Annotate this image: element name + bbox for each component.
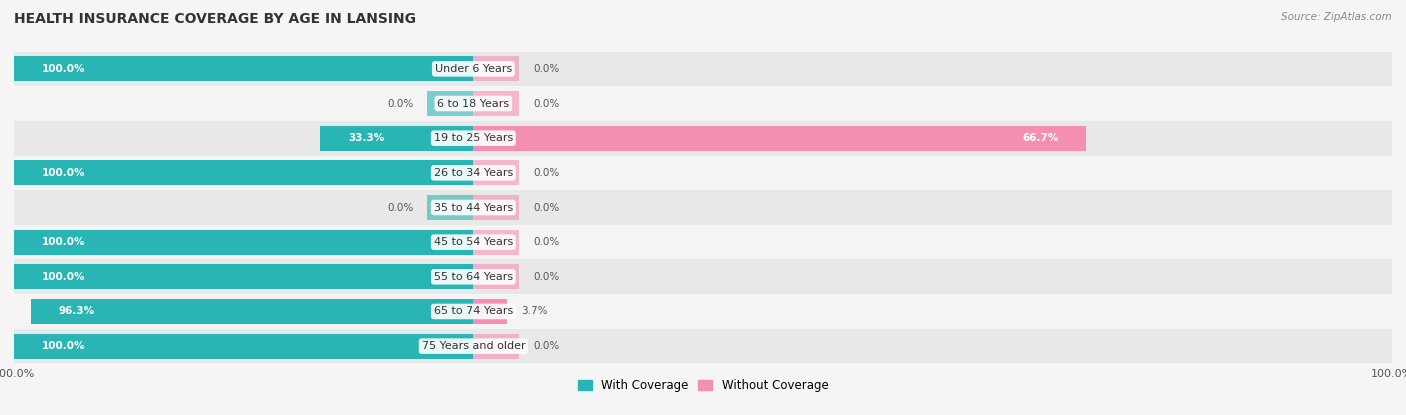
Text: 100.0%: 100.0% (42, 64, 86, 74)
Text: 3.7%: 3.7% (522, 307, 547, 317)
Bar (14, 329, 1392, 364)
Text: 0.0%: 0.0% (533, 168, 560, 178)
Text: 100.0%: 100.0% (42, 168, 86, 178)
Bar (14, 264, 474, 289)
Text: 65 to 74 Years: 65 to 74 Years (433, 307, 513, 317)
Bar (474, 299, 508, 324)
Bar (474, 91, 519, 116)
Text: 6 to 18 Years: 6 to 18 Years (437, 98, 509, 108)
Text: 100.0%: 100.0% (42, 272, 86, 282)
Bar (14, 294, 1392, 329)
Text: 0.0%: 0.0% (533, 341, 560, 351)
Text: 0.0%: 0.0% (388, 98, 413, 108)
Text: 19 to 25 Years: 19 to 25 Years (433, 133, 513, 143)
Bar (474, 229, 519, 255)
Bar (14, 51, 1392, 86)
Bar (427, 195, 474, 220)
Text: Under 6 Years: Under 6 Years (434, 64, 512, 74)
Text: 35 to 44 Years: 35 to 44 Years (433, 203, 513, 212)
Bar (14, 156, 1392, 190)
Text: 33.3%: 33.3% (347, 133, 384, 143)
Text: HEALTH INSURANCE COVERAGE BY AGE IN LANSING: HEALTH INSURANCE COVERAGE BY AGE IN LANS… (14, 12, 416, 27)
Bar (14, 56, 474, 81)
Text: 0.0%: 0.0% (533, 203, 560, 212)
Bar (14, 259, 1392, 294)
Bar (474, 126, 1085, 151)
Text: 0.0%: 0.0% (533, 237, 560, 247)
Text: 0.0%: 0.0% (533, 98, 560, 108)
Text: 0.0%: 0.0% (533, 64, 560, 74)
Text: 96.3%: 96.3% (59, 307, 94, 317)
Text: 0.0%: 0.0% (388, 203, 413, 212)
Text: Source: ZipAtlas.com: Source: ZipAtlas.com (1281, 12, 1392, 22)
Bar (321, 126, 474, 151)
Bar (14, 86, 1392, 121)
Text: 100.0%: 100.0% (42, 341, 86, 351)
Bar (474, 264, 519, 289)
Bar (14, 121, 1392, 156)
Legend: With Coverage, Without Coverage: With Coverage, Without Coverage (572, 375, 834, 397)
Text: 66.7%: 66.7% (1022, 133, 1059, 143)
Bar (474, 334, 519, 359)
Bar (474, 160, 519, 186)
Text: 100.0%: 100.0% (42, 237, 86, 247)
Bar (427, 91, 474, 116)
Bar (31, 299, 474, 324)
Bar (474, 56, 519, 81)
Bar (14, 190, 1392, 225)
Text: 26 to 34 Years: 26 to 34 Years (433, 168, 513, 178)
Bar (14, 229, 474, 255)
Bar (14, 160, 474, 186)
Text: 0.0%: 0.0% (533, 272, 560, 282)
Text: 75 Years and older: 75 Years and older (422, 341, 526, 351)
Bar (474, 195, 519, 220)
Bar (14, 225, 1392, 259)
Bar (14, 334, 474, 359)
Text: 55 to 64 Years: 55 to 64 Years (434, 272, 513, 282)
Text: 45 to 54 Years: 45 to 54 Years (433, 237, 513, 247)
